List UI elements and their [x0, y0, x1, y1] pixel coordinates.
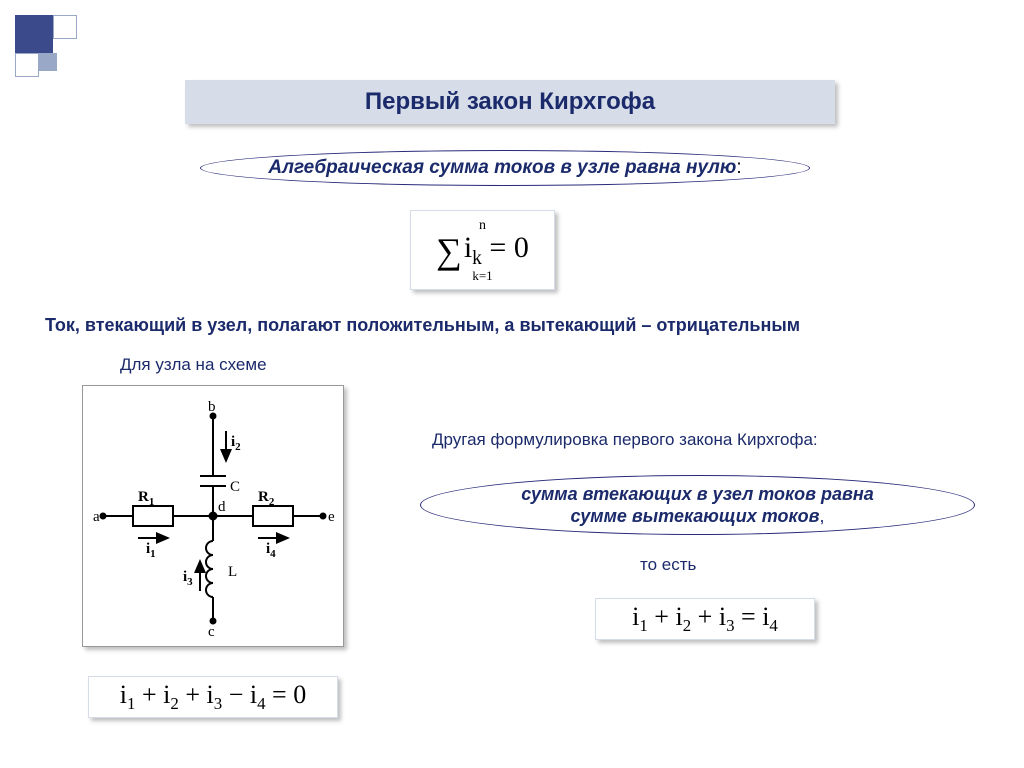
alt-formulation-content: сумма втекающих в узел токов равна сумме…	[521, 483, 874, 528]
svg-text:i4: i4	[266, 541, 276, 560]
sum-formula-box: n ∑ ik = 0 k=1	[410, 210, 555, 290]
sum-formula: n ∑ ik = 0 k=1	[436, 219, 529, 282]
definition-ellipse: Алгебраическая сумма токов в узле равна …	[200, 150, 810, 186]
svg-text:i2: i2	[231, 434, 241, 453]
title-bar: Первый закон Кирхгофа	[185, 80, 835, 124]
svg-text:i3: i3	[183, 569, 193, 588]
circuit-diagram: a b c d e C L R1 R2 i1 i2 i3 i4	[82, 385, 344, 647]
page-title: Первый закон Кирхгофа	[365, 88, 655, 116]
svg-text:a: a	[93, 509, 100, 525]
corner-decoration	[10, 10, 100, 80]
svg-text:c: c	[208, 624, 215, 640]
definition-text: Алгебраическая сумма токов в узле равна …	[268, 157, 741, 179]
alt-formulation-ellipse: сумма втекающих в узел токов равна сумме…	[420, 475, 975, 535]
sign-convention-text: Ток, втекающий в узел, полагают положите…	[45, 315, 800, 336]
formula-equality: i1 + i2 + i3 = i4	[595, 598, 815, 640]
svg-text:e: e	[328, 509, 335, 525]
alt-formulation-text: Другая формулировка первого закона Кирхг…	[432, 430, 818, 450]
svg-text:L: L	[228, 564, 237, 580]
circuit-svg: a b c d e C L R1 R2 i1 i2 i3 i4	[88, 391, 338, 641]
that-is-text: то есть	[640, 555, 696, 575]
circuit-caption: Для узла на схеме	[120, 355, 267, 375]
svg-text:d: d	[218, 499, 226, 515]
svg-text:C: C	[230, 479, 240, 495]
svg-text:i1: i1	[146, 541, 156, 560]
formula-zero-sum: i1 + i2 + i3 − i4 = 0	[88, 676, 338, 718]
svg-text:b: b	[208, 399, 216, 415]
